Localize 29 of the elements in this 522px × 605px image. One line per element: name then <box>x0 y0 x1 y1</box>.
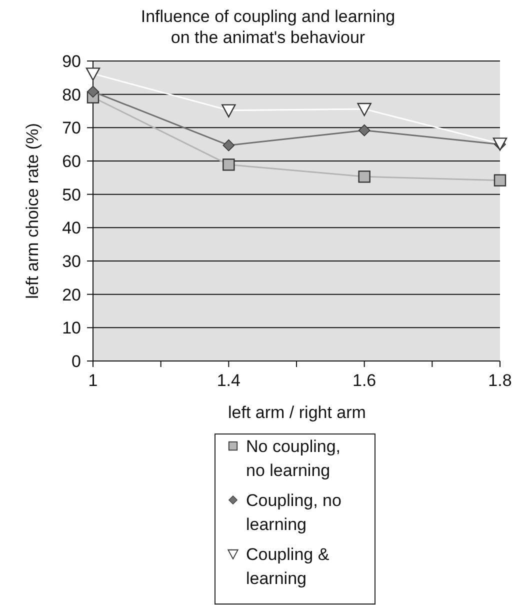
x-tick-label: 1.6 <box>352 371 376 390</box>
x-axis-title: left arm / right arm <box>228 403 366 422</box>
y-tick-label: 70 <box>62 118 81 138</box>
y-tick-label: 90 <box>62 52 81 71</box>
x-tick-label: 1.8 <box>488 371 512 390</box>
point <box>222 139 235 152</box>
y-axis-title: left arm choice rate (%) <box>23 123 42 299</box>
legend-label: Coupling & learning <box>246 545 330 588</box>
y-tick-label: 30 <box>62 252 81 271</box>
point <box>494 174 506 186</box>
point <box>86 68 100 81</box>
y-tick-label: 80 <box>62 85 81 104</box>
x-tick-label: 1 <box>88 371 98 390</box>
y-tick-label: 0 <box>72 352 81 371</box>
x-tick-label: 1.4 <box>216 371 240 390</box>
point <box>357 102 372 116</box>
point <box>358 170 370 183</box>
y-tick-label: 60 <box>62 152 81 171</box>
point <box>87 86 99 98</box>
point <box>222 104 236 118</box>
y-tick-label: 20 <box>62 285 81 304</box>
legend-label: No coupling, no learning <box>246 437 341 480</box>
legend-label: Coupling, no learning <box>246 491 342 534</box>
y-tick-label: 10 <box>62 318 81 338</box>
y-tick-label: 40 <box>62 218 81 238</box>
point <box>358 124 370 136</box>
point <box>222 158 235 171</box>
y-tick-label: 50 <box>62 185 81 204</box>
chart-title: Influence of coupling and learning on the animat's behaviour <box>140 7 396 47</box>
